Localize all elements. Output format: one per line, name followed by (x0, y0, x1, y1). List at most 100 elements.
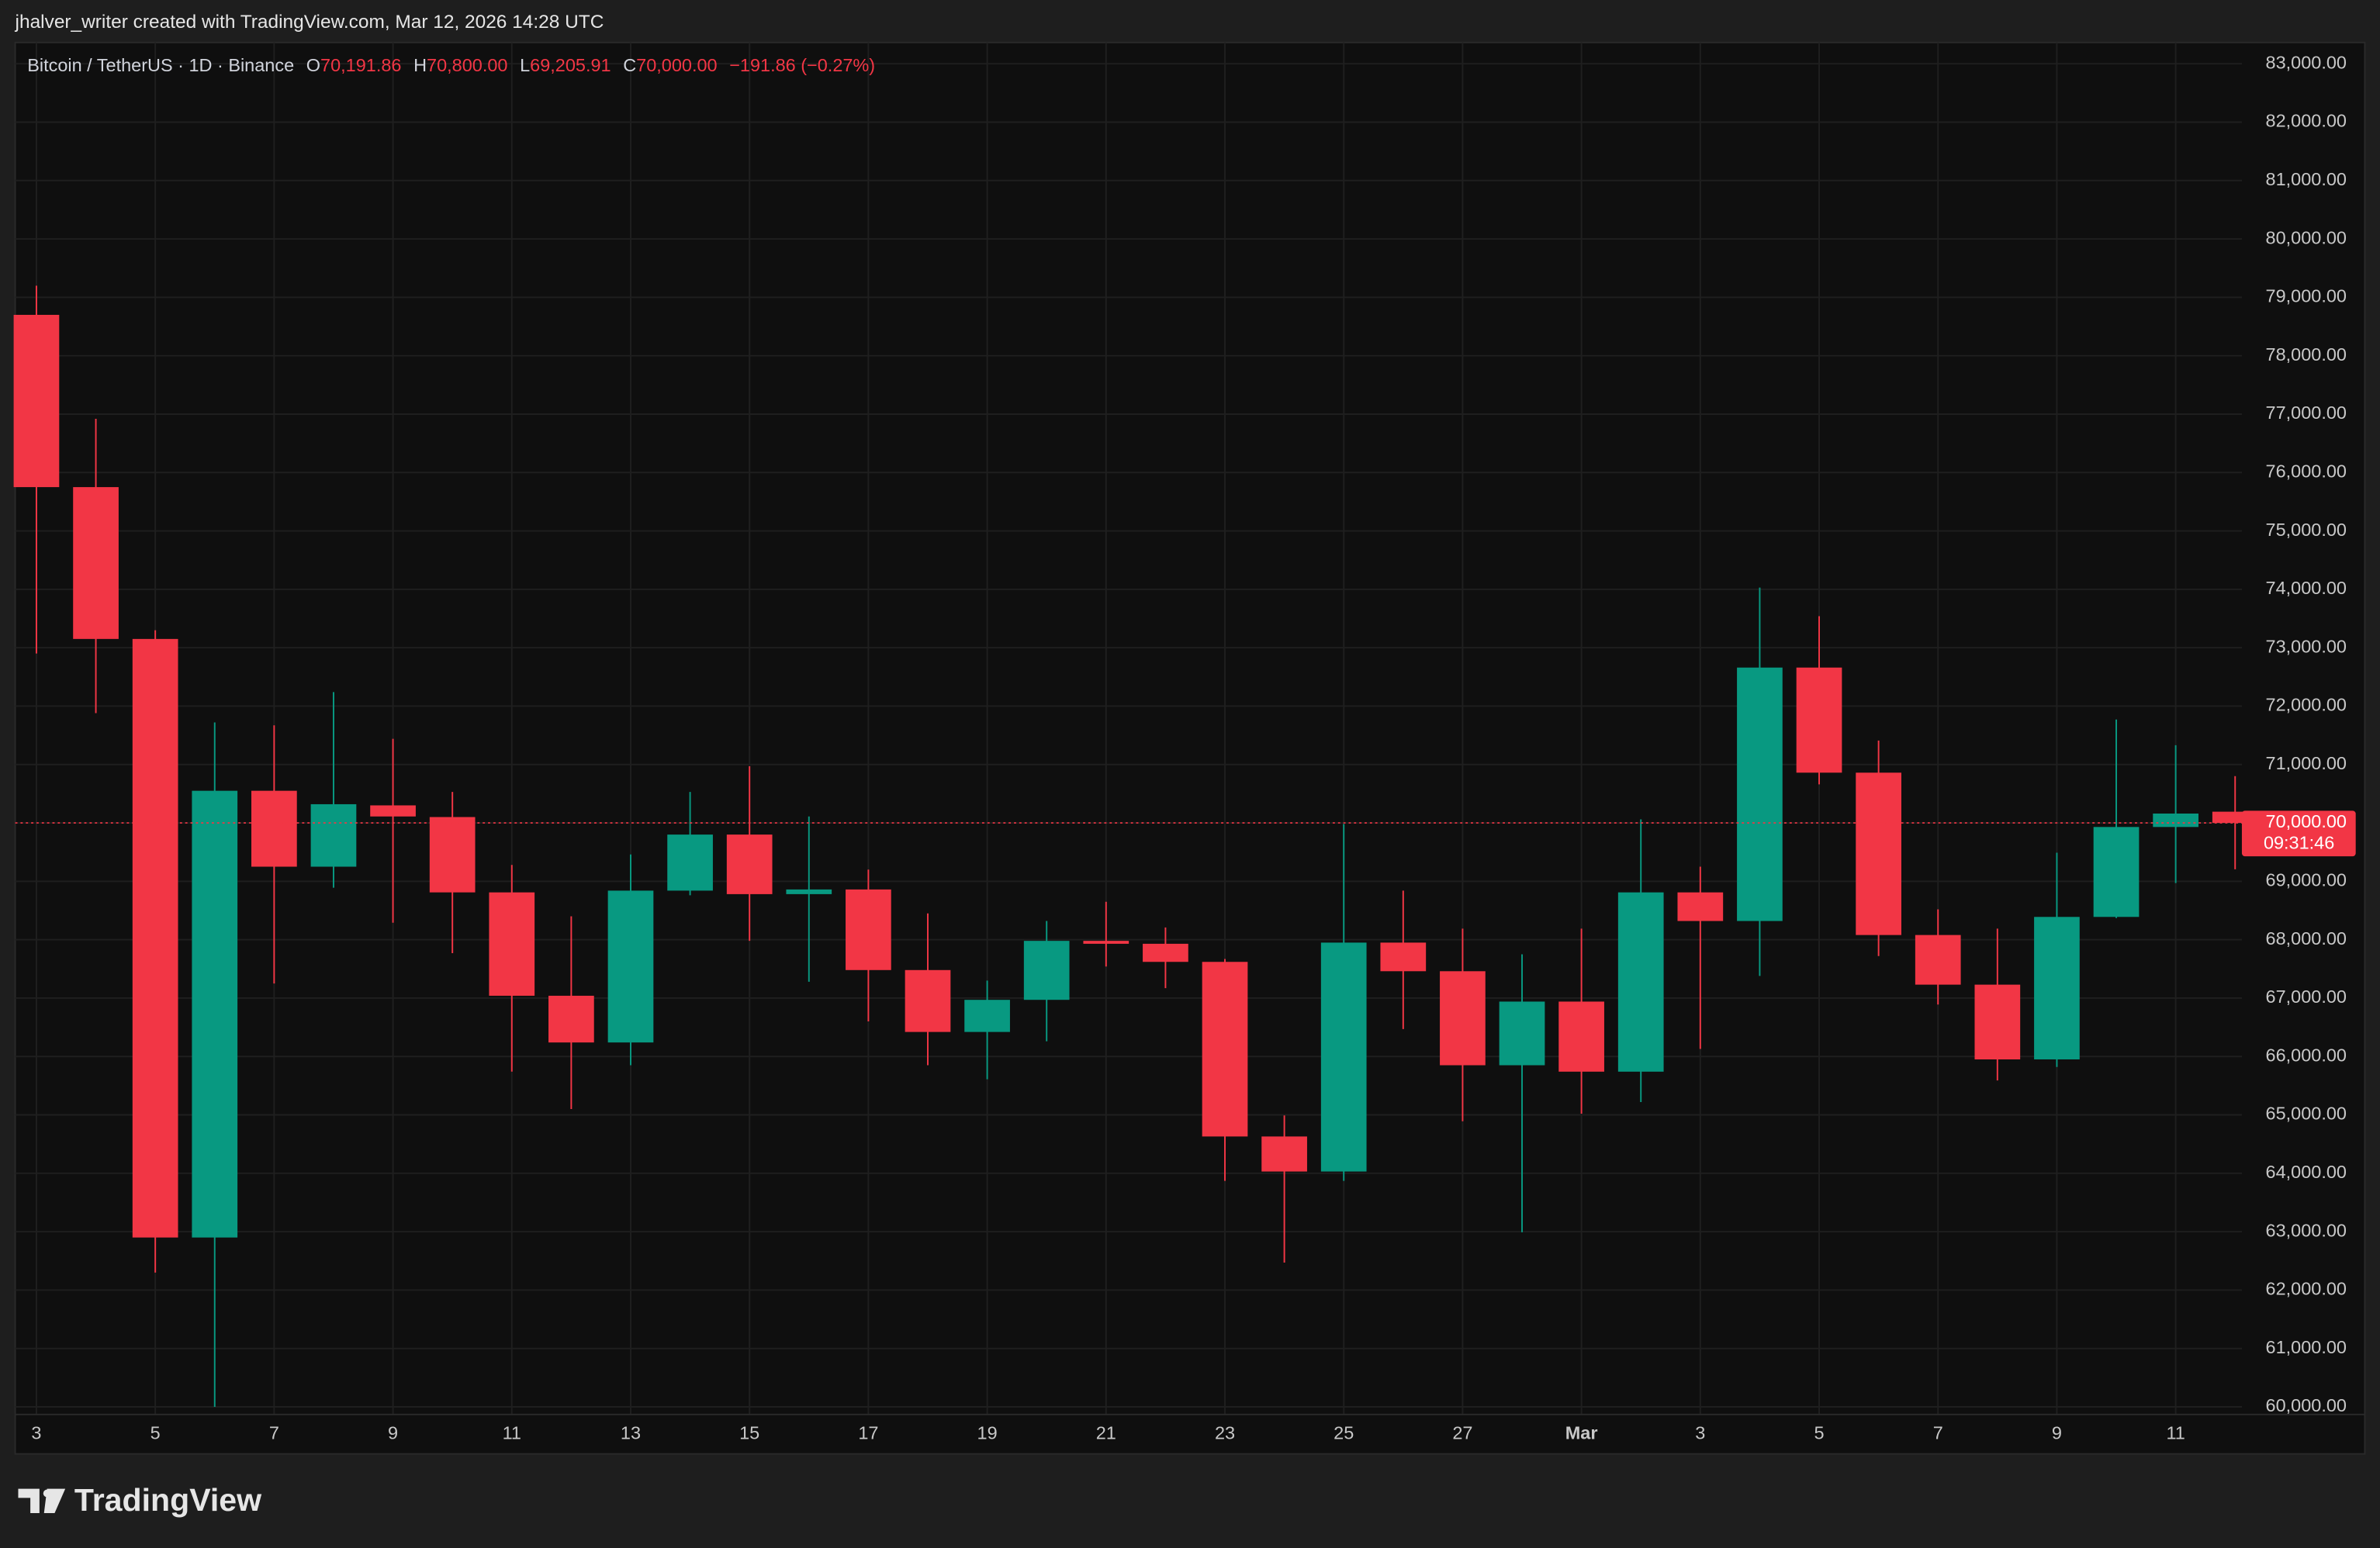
logo-text: TradingView (74, 1482, 262, 1518)
candle-body (1558, 1001, 1604, 1072)
candle-body (1083, 941, 1129, 944)
x-tick-label: 25 (1334, 1422, 1354, 1443)
candle-body (1023, 941, 1070, 1000)
candle-body (1856, 772, 1901, 935)
candle-body (251, 790, 297, 867)
x-tick-label: 3 (31, 1422, 41, 1443)
x-tick-label: Mar (1565, 1422, 1598, 1443)
x-tick-label: 19 (977, 1422, 998, 1443)
y-tick-label: 60,000.00 (2266, 1395, 2347, 1415)
logo: TradingView (18, 1482, 262, 1518)
candle-body (607, 890, 654, 1043)
candle-body (726, 834, 773, 894)
legend-change: −191.86 (−0.27%) (729, 55, 875, 75)
candle-body (2034, 917, 2080, 1059)
candle-body (13, 314, 60, 488)
legend-value: 70,191.86 (320, 55, 401, 75)
candle-body (489, 892, 535, 996)
x-tick-label: 7 (269, 1422, 279, 1443)
x-tick-label: 9 (2052, 1422, 2062, 1443)
candle-body (1499, 1001, 1545, 1066)
legend-value: 69,205.91 (530, 55, 611, 75)
candle-body (370, 805, 416, 817)
y-tick-label: 77,000.00 (2266, 403, 2347, 423)
y-tick-label: 80,000.00 (2266, 227, 2347, 247)
logo-dot (43, 1489, 51, 1498)
legend: Bitcoin / TetherUS · 1D · Binance O70,191… (27, 55, 875, 75)
x-tick-label: 13 (621, 1422, 641, 1443)
y-tick-label: 81,000.00 (2266, 169, 2347, 189)
candle-body (429, 817, 476, 893)
candle-body (1380, 942, 1427, 972)
x-tick-label: 15 (739, 1422, 759, 1443)
legend-value: 70,800.00 (427, 55, 507, 75)
y-tick-label: 82,000.00 (2266, 111, 2347, 131)
x-tick-label: 3 (1695, 1422, 1705, 1443)
legend-value: 70,000.00 (636, 55, 717, 75)
grid (15, 42, 2242, 1415)
candles (13, 285, 2258, 1408)
candle-body (786, 889, 832, 894)
y-tick-label: 62,000.00 (2266, 1279, 2347, 1299)
y-tick-label: 79,000.00 (2266, 286, 2347, 306)
x-tick-label: 21 (1096, 1422, 1116, 1443)
candle-body (1261, 1136, 1307, 1172)
y-tick-label: 74,000.00 (2266, 578, 2347, 598)
x-tick-label: 11 (2166, 1422, 2185, 1443)
candle-body (2153, 813, 2198, 828)
candle-body (1617, 892, 1664, 1072)
y-tick-label: 71,000.00 (2266, 753, 2347, 773)
candle-body (846, 889, 891, 970)
candle-body (1677, 892, 1724, 921)
y-tick-label: 67,000.00 (2266, 987, 2347, 1007)
countdown: 09:31:46 (2264, 833, 2334, 853)
candle-body (1202, 962, 1248, 1137)
y-tick-label: 76,000.00 (2266, 461, 2347, 481)
y-tick-label: 65,000.00 (2266, 1104, 2347, 1124)
candle-body (548, 995, 594, 1043)
y-tick-label: 75,000.00 (2266, 520, 2347, 540)
x-tick-label: 11 (503, 1422, 521, 1443)
y-tick-label: 72,000.00 (2266, 695, 2347, 715)
logo-mark (18, 1488, 66, 1513)
x-tick-label: 7 (1933, 1422, 1943, 1443)
legend-key: C (623, 55, 636, 75)
y-tick-label: 83,000.00 (2266, 52, 2347, 72)
symbol: Bitcoin / TetherUS · 1D · Binance (27, 55, 294, 75)
candle-body (1320, 942, 1367, 1172)
y-tick-label: 68,000.00 (2266, 928, 2347, 948)
x-tick-label: 17 (858, 1422, 878, 1443)
header: jhalver_writer created with TradingView.… (15, 12, 604, 33)
y-tick-label: 61,000.00 (2266, 1337, 2347, 1357)
candle-body (310, 803, 357, 867)
price-tag-label: 70,000.00 (2266, 811, 2347, 831)
candle-body (1737, 667, 1783, 921)
y-tick-label: 73,000.00 (2266, 636, 2347, 656)
x-tick-label: 27 (1452, 1422, 1472, 1443)
y-tick-label: 66,000.00 (2266, 1045, 2347, 1065)
axes: 60,000.00 61,000.00 62,000.00 63,000.00 64,0… (15, 52, 2365, 1443)
candle-body (73, 487, 119, 639)
x-tick-label: 23 (1215, 1422, 1235, 1443)
y-tick-label: 78,000.00 (2266, 344, 2347, 365)
legend-key: L (520, 55, 530, 75)
candle-body (2093, 827, 2140, 917)
legend-key: H (413, 55, 427, 75)
candle-body (1974, 984, 2021, 1059)
price-tag (2241, 810, 2356, 857)
candle-body (964, 1000, 1010, 1032)
candle-body (905, 969, 951, 1032)
chart-panel (14, 41, 2366, 1455)
candle-body (1440, 971, 1486, 1066)
x-tick-label: 9 (388, 1422, 398, 1443)
legend-key: O (306, 55, 320, 75)
candle-body (132, 638, 178, 1238)
candle-body (1915, 935, 1961, 985)
x-tick-label: 5 (1814, 1422, 1824, 1443)
x-tick-label: 5 (150, 1422, 161, 1443)
candle-body (1143, 943, 1188, 962)
y-tick-label: 63,000.00 (2266, 1220, 2347, 1240)
y-tick-label: 69,000.00 (2266, 870, 2347, 890)
